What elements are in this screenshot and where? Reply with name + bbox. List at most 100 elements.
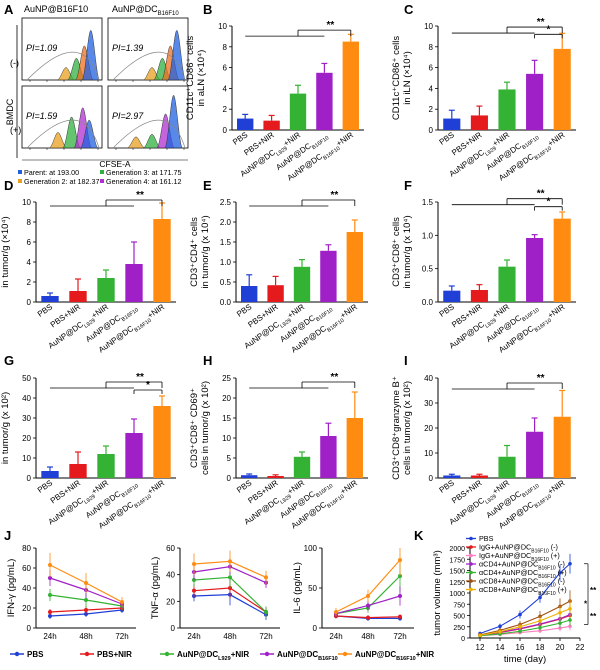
data-point (558, 611, 562, 615)
sig-label: * (546, 24, 550, 35)
flow-panel: AuNP@B16F10 AuNP@DCB16F10 (-) (+)BMDC PI=1.0… (5, 4, 189, 186)
y-tick-label: 1.0 (422, 231, 434, 240)
legend-marker (164, 651, 170, 657)
y-tick-label: 2 (429, 105, 434, 114)
y-axis-title: cells in tumor/g (x 10²) (200, 381, 211, 475)
y-tick-label: 15 (222, 414, 231, 423)
y-tick-label: 4 (223, 84, 228, 93)
panel-label-K: K (414, 528, 424, 543)
data-point (568, 624, 572, 629)
category-label: PBS (231, 130, 249, 147)
bar (263, 120, 280, 130)
bar (69, 464, 87, 478)
legend-entry: αCD4+AuNP@DCB16F10 (-) (479, 560, 565, 572)
y-tick-label: 20 (22, 604, 31, 613)
bar-chart-I: 0 10 20 30 40 CD3⁺CD8⁺granzyme B⁺ cells in tum… (391, 373, 576, 531)
bar (241, 286, 258, 302)
bar (97, 278, 115, 302)
flow-pi-value: PI=2.97 (112, 111, 144, 121)
y-axis-title: in iLN (×10⁴) (402, 51, 413, 104)
category-label: PBS (36, 302, 54, 319)
data-point (228, 559, 232, 564)
bar (498, 266, 516, 302)
flow-envelope (26, 119, 100, 149)
bar (320, 436, 337, 478)
y-tick-label: 0 (227, 474, 232, 483)
y-axis-title: CD11c⁺CD86⁺ cells (185, 36, 196, 121)
flow-pi-value: PI=1.09 (26, 43, 57, 53)
flow-peak (80, 119, 99, 149)
y-tick-label: 500 (453, 614, 465, 621)
y-axis-title: TNF-α (pg/mL) (150, 557, 161, 620)
legend-marker (469, 587, 473, 592)
y-tick-label: 0 (27, 624, 32, 633)
y-tick-label: 2000 (449, 546, 465, 553)
y-tick-label: 0 (461, 636, 465, 643)
x-tick-label: 72h (259, 632, 272, 641)
flow-plot-box (21, 85, 103, 149)
y-tick-label: 8 (429, 43, 434, 52)
y-tick-label: 0 (27, 298, 32, 307)
data-point (192, 562, 196, 566)
flow-title-left: AuNP@B16F10 (24, 4, 88, 14)
y-tick-label: 0.0 (220, 298, 232, 307)
panel-label-I: I (404, 353, 408, 368)
sig-label: * (584, 600, 588, 609)
flow-peak (164, 95, 183, 149)
flow-legend-entry: Generation 4: at 161.12 (106, 177, 182, 186)
y-tick-label: 1250 (449, 580, 465, 587)
y-axis-title: cells in tumor/g (x 10²) (402, 381, 413, 475)
y-tick-label: 10 (218, 22, 227, 31)
bar (346, 418, 363, 478)
bar (241, 475, 258, 478)
y-axis-title: CD11c⁺CD86⁺ cells (391, 36, 402, 121)
panel-label-G: G (4, 353, 14, 368)
flow-legend-swatch (100, 179, 104, 183)
y-tick-label: 20 (222, 394, 231, 403)
category-label: PBS (235, 302, 253, 319)
bar-chart-B: 0 2 4 6 8 10 CD11c⁺CD86⁺ cells in aLN (×10⁴) ** P… (185, 20, 364, 183)
y-tick-label: 0.0 (422, 298, 434, 307)
legend-entry: PBS (27, 650, 44, 659)
flow-legend-swatch (100, 170, 104, 174)
y-axis-title: CD3⁺CD8⁺granzyme B⁺ (391, 376, 402, 480)
bar (526, 431, 544, 478)
legend-marker (469, 562, 473, 566)
y-tick-label: 50 (22, 374, 31, 383)
flow-row-minus: (-) (10, 58, 19, 68)
y-axis-title: CD3⁺CD8⁺ CD69⁺ (189, 388, 200, 468)
y-tick-label: 100 (304, 544, 318, 553)
sig-label: ** (331, 190, 339, 201)
bar (41, 296, 59, 302)
sig-label: * (146, 380, 150, 391)
bar (293, 266, 311, 302)
flow-envelope (112, 119, 186, 149)
bar (470, 475, 488, 478)
category-label: PBS (235, 478, 253, 495)
x-tick-label: 48h (361, 632, 374, 641)
y-tick-label: 10 (222, 434, 231, 443)
y-tick-label: 40 (424, 374, 433, 383)
sig-label: ** (327, 20, 335, 31)
y-tick-label: 80 (22, 544, 31, 553)
y-tick-label: 60 (22, 564, 31, 573)
bar-chart-C: 0 2 4 6 8 10 CD11c⁺CD86⁺ cells in iLN (×10⁴) ***… (391, 17, 576, 183)
y-axis-title: in tumor/g (×10⁴) (0, 216, 11, 287)
data-point (120, 600, 124, 604)
y-tick-label: 1000 (449, 591, 465, 598)
legend-marker (84, 651, 90, 657)
legend-entry: αCD8+AuNP@DCB16F10 (+) (479, 585, 567, 597)
panel-label-E: E (203, 178, 212, 193)
data-point (84, 608, 88, 612)
x-tick-label: 24h (329, 632, 342, 641)
sig-label: ** (136, 372, 144, 383)
bar (125, 433, 143, 478)
series-line (479, 563, 571, 635)
legend-marker (469, 579, 473, 583)
sig-label: ** (537, 17, 545, 28)
legend-entry: αCD4+AuNP@DCB16F10 (+) (479, 568, 567, 580)
y-tick-label: 1750 (449, 557, 465, 564)
data-point (558, 570, 562, 575)
y-tick-label: 2 (27, 278, 32, 287)
